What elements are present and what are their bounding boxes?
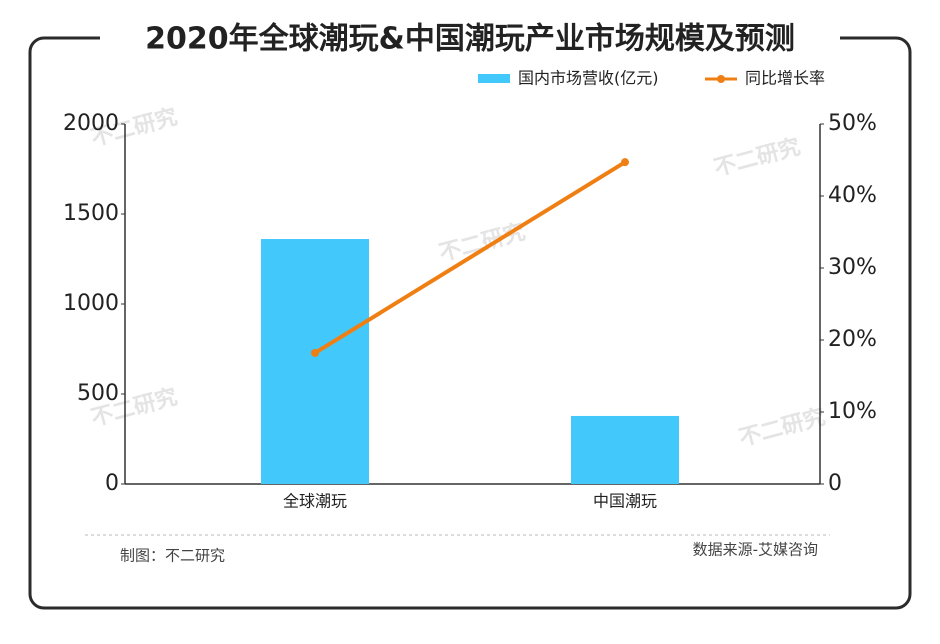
- footer-right: 数据来源-艾媒咨询: [693, 541, 818, 559]
- legend-swatch: [717, 75, 725, 83]
- y2-tick-label: 20%: [828, 327, 877, 352]
- y2-tick-label: 50%: [828, 111, 877, 136]
- x-tick-label: 中国潮玩: [593, 492, 657, 511]
- footer-left: 制图：不二研究: [120, 547, 225, 565]
- y2-tick-label: 10%: [828, 399, 877, 424]
- chart-title: 2020年全球潮玩&中国潮玩产业市场规模及预测: [145, 22, 795, 57]
- legend-swatch: [478, 74, 510, 83]
- line: [313, 160, 627, 355]
- watermark: 不二研究: [736, 404, 828, 452]
- watermark: 不二研究: [711, 134, 803, 182]
- y2-tick-label: 40%: [828, 183, 877, 208]
- title-bg: [100, 20, 840, 60]
- line-point: [621, 158, 629, 167]
- y-tick-label: 2000: [63, 111, 119, 136]
- legend-label: 国内市场营收(亿元): [518, 69, 659, 88]
- x-tick-label: 全球潮玩: [283, 492, 347, 511]
- y-tick-label: 500: [77, 381, 119, 406]
- y-tick-label: 0: [105, 471, 119, 496]
- line-point: [311, 348, 319, 357]
- y2-tick-label: 0: [828, 471, 842, 496]
- watermark: 不二研究: [436, 219, 528, 267]
- y-tick-label: 1500: [63, 201, 119, 226]
- bar: [261, 239, 369, 484]
- legend-label: 同比增长率: [745, 69, 825, 88]
- y2-tick-label: 30%: [828, 255, 877, 280]
- bar: [571, 415, 679, 484]
- y-tick-label: 1000: [63, 291, 119, 316]
